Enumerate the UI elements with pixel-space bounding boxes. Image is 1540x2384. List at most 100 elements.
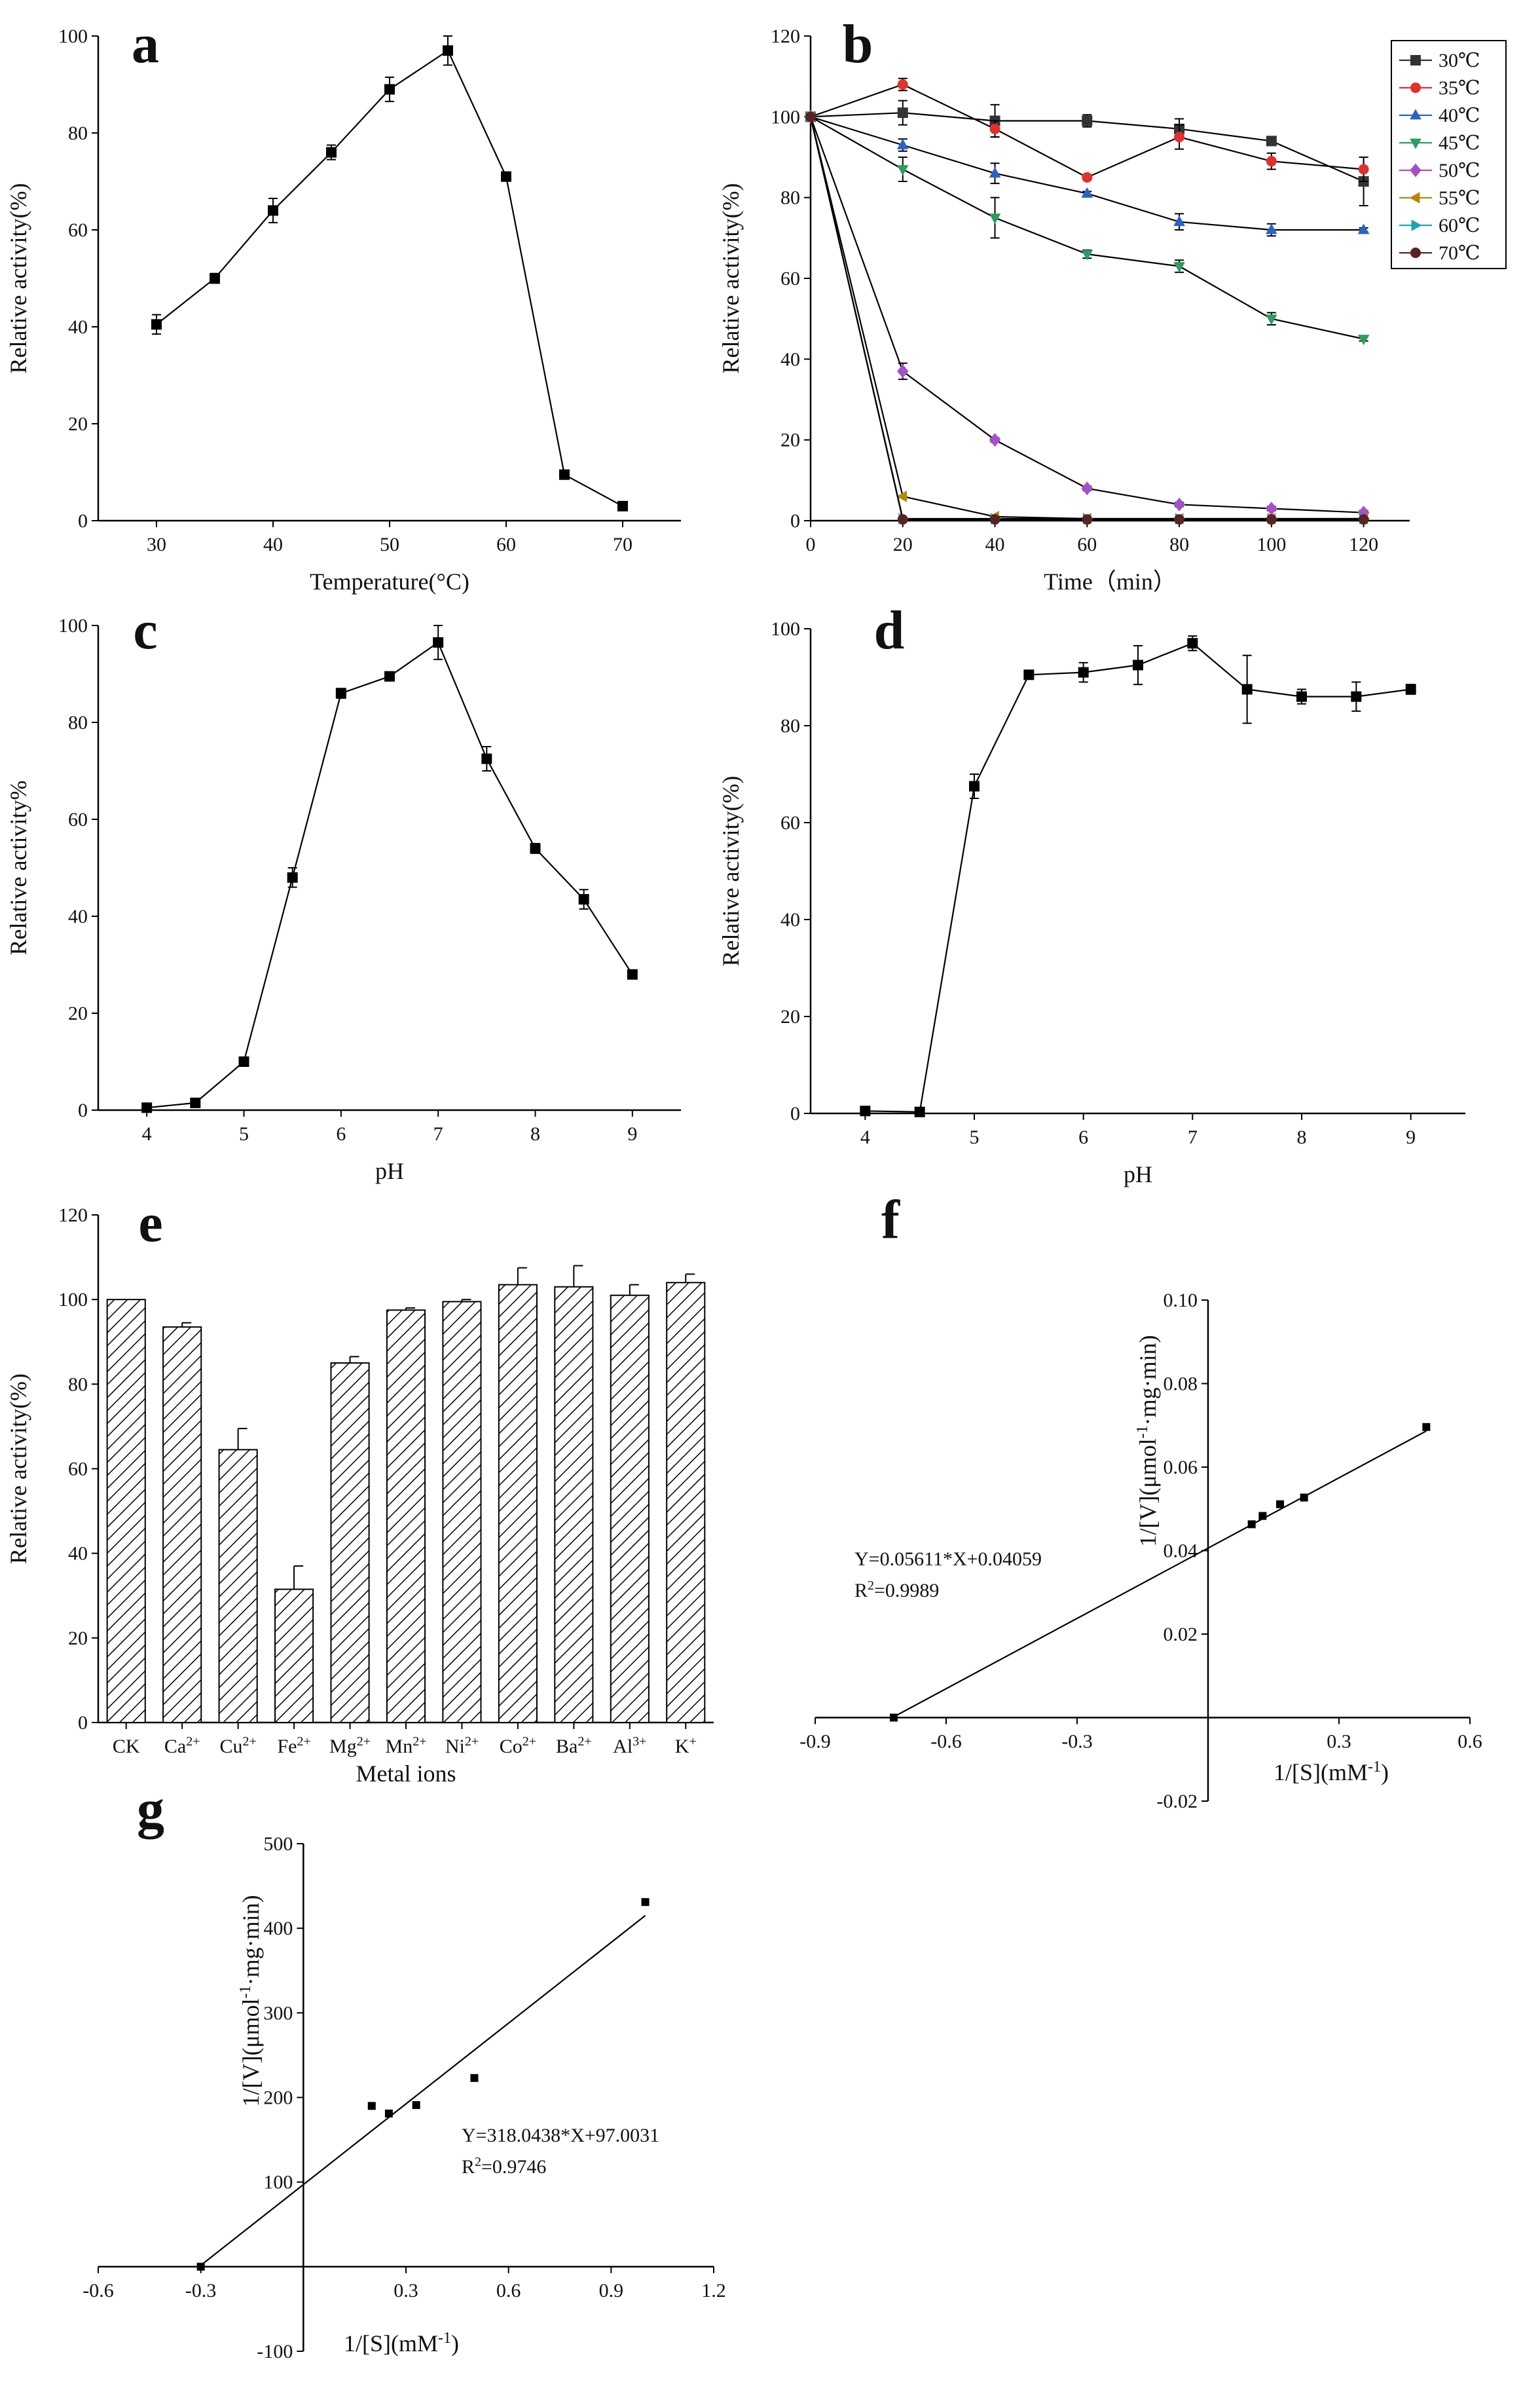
y-axis-label: Relative activity(%) <box>718 776 744 967</box>
x-tick-label: 80 <box>1169 534 1189 555</box>
data-point <box>1276 1500 1284 1508</box>
legend-label: 35℃ <box>1439 77 1480 99</box>
y-tick-label: 0.02 <box>1164 1624 1198 1645</box>
legend-item: 55℃ <box>1399 187 1480 209</box>
data-point <box>1081 187 1093 198</box>
category-sup: 2+ <box>465 1734 479 1749</box>
x-tick-label: 4 <box>860 1127 870 1148</box>
x-tick-label: Co2+ <box>500 1734 536 1757</box>
data-point <box>1023 669 1035 680</box>
data-point <box>989 214 1001 225</box>
category-sup: 2+ <box>578 1734 591 1749</box>
y-tick-label: 100 <box>771 106 800 128</box>
y-axis-label: Relative activity(%) <box>718 183 744 374</box>
legend-item: 70℃ <box>1399 242 1480 264</box>
x-tick-label: 0.6 <box>1458 1731 1482 1753</box>
legend-item: 50℃ <box>1399 160 1480 181</box>
data-point <box>530 843 541 854</box>
legend-item: 60℃ <box>1399 215 1480 236</box>
data-point <box>210 273 220 284</box>
category-sup: 2+ <box>297 1734 310 1749</box>
x-axis-label: Temperature(°C) <box>310 568 469 595</box>
bar <box>554 1286 594 1723</box>
data-point <box>1422 1423 1431 1431</box>
bar <box>106 1299 146 1723</box>
x-axis-label: Time（min） <box>1044 568 1177 595</box>
y-tick-label: 40 <box>68 316 88 338</box>
chart-panel-e: 0 20 40 60 80 100 120 Relative activity(%) e CK Ca… <box>5 1193 714 1787</box>
legend-swatch-marker <box>1410 55 1421 65</box>
x-tick-label: -0.6 <box>82 2280 114 2301</box>
data-point <box>989 514 1000 525</box>
data-point <box>384 2110 393 2118</box>
r2-sup: 2 <box>868 1578 874 1593</box>
y-tick-label: 100 <box>58 26 88 47</box>
data-point <box>989 433 1001 447</box>
series-0 <box>141 625 638 1113</box>
data-point <box>1082 115 1093 126</box>
chart-panel-d: 4 5 6 7 8 9 0 20 40 60 80 100 pH Relative activity(%)… <box>718 600 1465 1187</box>
legend-label: 30℃ <box>1439 50 1480 71</box>
legend-swatch-marker <box>1410 83 1421 93</box>
series-0 <box>151 35 628 512</box>
data-point <box>897 514 908 525</box>
bar <box>442 1301 482 1724</box>
data-point <box>190 1097 201 1108</box>
ylabel-base: 1/[V](μmol <box>238 1998 264 2106</box>
category-base: Ca <box>164 1736 186 1757</box>
series-1 <box>805 77 1369 183</box>
xlabel-sup: -1 <box>1368 1759 1381 1776</box>
r-squared: R2=0.9746 <box>462 2155 546 2178</box>
data-point <box>1358 164 1369 175</box>
x-axis-label: 1/[S](mM-1) <box>344 2330 459 2356</box>
y-axis-label: Relative activity(%) <box>5 1373 31 1564</box>
x-tick-label: 5 <box>970 1127 980 1148</box>
x-tick-label: Fe2+ <box>277 1734 310 1757</box>
x-tick-label: Ca2+ <box>164 1734 200 1757</box>
bar-group: Ba2+ <box>554 1265 594 1757</box>
x-tick-label: 0.3 <box>1327 1731 1351 1753</box>
xlabel-sup: -1 <box>438 2330 451 2347</box>
bar-group: Fe2+ <box>274 1565 314 1757</box>
y-tick-label: 20 <box>68 413 88 435</box>
y-tick-label: 80 <box>780 715 800 737</box>
xlabel-base: 1/[S](mM <box>344 2330 438 2356</box>
data-point <box>384 671 395 682</box>
data-point <box>578 894 589 905</box>
y-tick-label: 80 <box>68 1373 88 1395</box>
legend: 30℃ 35℃ 40℃ 45℃ 50℃ 55℃ 60℃ 70℃ <box>1391 40 1507 269</box>
y-tick-label: 40 <box>68 1543 88 1565</box>
category-sup: + <box>689 1734 696 1749</box>
x-tick-label: 50 <box>380 534 399 555</box>
bar-group: Al3+ <box>610 1284 650 1757</box>
legend-label: 45℃ <box>1439 132 1480 154</box>
x-tick-label: -0.9 <box>799 1731 831 1753</box>
y-tick-label: 40 <box>780 909 800 931</box>
y-tick-label: 100 <box>771 618 800 640</box>
x-tick-label: 120 <box>1349 534 1378 555</box>
data-point <box>384 84 395 95</box>
bar <box>666 1282 706 1724</box>
ylabel-sup: -1 <box>237 1985 254 1998</box>
legend-label: 40℃ <box>1439 105 1480 126</box>
x-axis-label: pH <box>375 1158 404 1184</box>
data-point <box>1174 132 1185 143</box>
bar-group: K+ <box>666 1273 706 1757</box>
data-point <box>1078 667 1089 678</box>
y-tick-label: 0.10 <box>1164 1290 1198 1311</box>
fit-equation: Y=318.0438*X+97.0031 <box>462 2125 659 2146</box>
x-tick-label: -0.3 <box>185 2280 217 2301</box>
x-tick-label: 30 <box>147 534 166 555</box>
chart-panel-b: 0 20 40 60 80 100 120 0 20 40 60 80 100 120 Time（min） R… <box>718 14 1507 595</box>
y-tick-label: 60 <box>68 219 88 241</box>
legend-item: 40℃ <box>1399 105 1480 126</box>
data-point <box>1296 691 1307 702</box>
x-tick-label: Ba2+ <box>556 1734 592 1757</box>
y-axis-label: 1/[V](μmol-1·mg·min) <box>1134 1335 1161 1546</box>
xlabel-tail: ) <box>451 2330 459 2356</box>
y-tick-label: 20 <box>780 1006 800 1028</box>
data-point <box>1133 660 1143 671</box>
legend-box <box>1391 40 1507 269</box>
data-point <box>1241 684 1253 695</box>
panel-label: d <box>874 600 905 661</box>
